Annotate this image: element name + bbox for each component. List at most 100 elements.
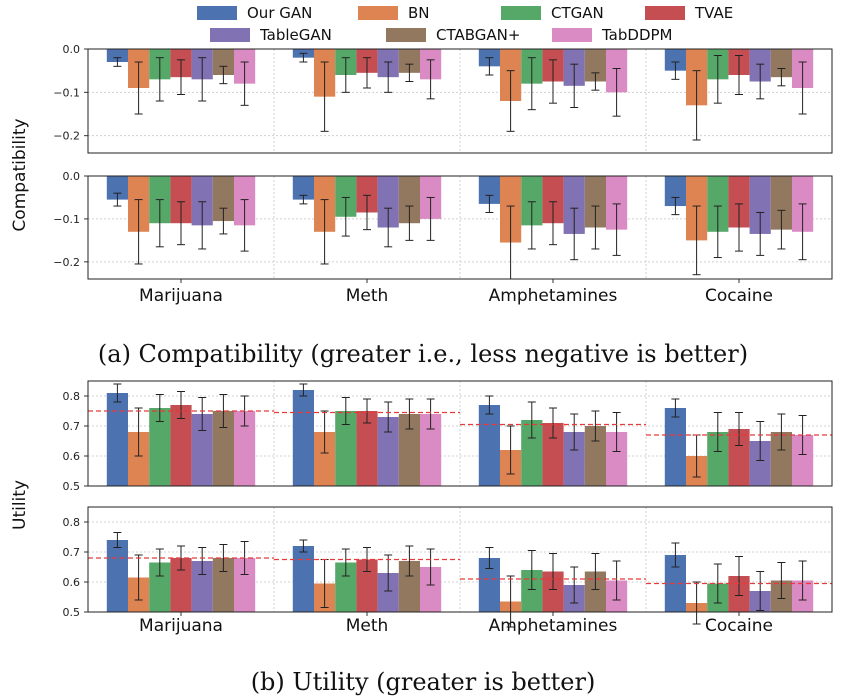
legend-label-ctgan: CTGAN [551, 4, 604, 22]
bar-tablegan-meth [377, 176, 399, 228]
errorbar-tablegan-marijuana [198, 547, 207, 575]
errorbar-our-gan-cocaine [671, 61, 680, 80]
errorbar-ctabganplus-marijuana [219, 544, 228, 572]
errorbar-tvae-amphetamines [549, 407, 557, 439]
errorbar-bn-meth [320, 410, 329, 454]
bar-ctabganplus-amphetamines [584, 426, 606, 486]
x-tick-label-marijuana: Marijuana [139, 286, 223, 306]
errorbar-ctabganplus-marijuana [219, 207, 228, 235]
axes-frame [87, 380, 833, 487]
x-tick-label-meth: Meth [346, 616, 389, 636]
bar-our-gan-marijuana [106, 176, 128, 200]
bar-tvae-cocaine [728, 429, 750, 486]
errorbar-tvae-marijuana [177, 59, 185, 95]
bar-our-gan-marijuana [106, 393, 128, 486]
legend-item-our-gan: Our GAN [197, 4, 312, 22]
bar-ctabganplus-meth [398, 176, 420, 224]
utility-bottom-panel: 0.5 0.6 0.7 0.8 Marijuana Meth Amphetamines Coc… [63, 506, 833, 636]
errorbar-ctgan-amphetamines [527, 201, 536, 250]
errorbar-our-gan-cocaine [671, 398, 680, 418]
bar-tabddpm-meth [420, 414, 442, 486]
errorbar-ctabganplus-amphetamines [591, 72, 600, 91]
bar-tvae-amphetamines [542, 176, 564, 224]
bar-tablegan-marijuana [191, 414, 213, 486]
errorbar-bn-cocaine [692, 205, 701, 276]
errorbar-bn-marijuana [134, 554, 143, 601]
bar-ctabganplus-amphetamines [584, 49, 606, 82]
errorbar-ctabganplus-meth [405, 63, 414, 82]
errorbar-bn-meth [320, 199, 329, 265]
y-tick-label: −0.1 [53, 86, 80, 99]
legend-item-ctabganplus: CTABGAN+ [386, 26, 520, 44]
errorbar-tabddpm-marijuana [240, 61, 249, 106]
errorbar-bn-meth [320, 61, 329, 132]
x-tick-label-amphetamines: Amphetamines [489, 616, 618, 636]
errorbar-bn-marijuana [134, 61, 143, 115]
errorbar-tablegan-amphetamines [570, 566, 579, 604]
errorbar-ctgan-amphetamines [527, 401, 536, 439]
errorbar-bn-amphetamines [506, 575, 515, 628]
bar-ctgan-marijuana [149, 408, 171, 486]
bar-bn-marijuana [128, 432, 150, 486]
bar-tvae-amphetamines [542, 423, 564, 486]
errorbar-our-gan-meth [299, 194, 308, 205]
errorbar-tabddpm-cocaine [798, 560, 807, 601]
bar-tvae-marijuana [170, 558, 192, 612]
errorbar-ctgan-amphetamines [527, 550, 536, 590]
bar-tablegan-marijuana [191, 561, 213, 612]
y-tick-label: 0.6 [63, 576, 81, 589]
errorbar-our-gan-cocaine [671, 196, 680, 216]
errorbar-tabddpm-meth [426, 196, 435, 241]
y-tick-label: 0.5 [63, 480, 81, 493]
legend-label-tabddpm: TabDDPM [601, 26, 672, 44]
errorbar-tablegan-meth [384, 554, 393, 592]
x-tick-label-cocaine: Cocaine [705, 616, 773, 636]
bar-our-gan-amphetamines [478, 176, 500, 204]
bar-tvae-amphetamines [542, 571, 564, 612]
errorbar-ctgan-marijuana [155, 548, 164, 577]
errorbar-tablegan-cocaine [756, 211, 765, 256]
errorbar-ctgan-meth [341, 196, 350, 237]
errorbar-tablegan-amphetamines [570, 207, 579, 261]
errorbar-our-gan-amphetamines [485, 395, 494, 415]
bar-ctabganplus-meth [398, 414, 420, 486]
errorbar-tabddpm-meth [426, 59, 435, 100]
errorbar-tablegan-amphetamines [570, 63, 579, 108]
errorbar-our-gan-meth [299, 52, 308, 63]
errorbar-our-gan-meth [299, 383, 308, 397]
bar-our-gan-marijuana [106, 540, 128, 612]
bar-ctabganplus-meth [398, 49, 420, 73]
errorbar-ctabganplus-amphetamines [591, 205, 600, 250]
bar-tabddpm-marijuana [234, 411, 256, 486]
errorbar-ctabganplus-cocaine [777, 209, 786, 250]
y-tick-label: 0.0 [63, 170, 81, 183]
bar-tablegan-amphetamines [563, 432, 585, 486]
errorbar-our-gan-marijuana [113, 532, 122, 548]
utility-top-panel: 0.5 0.6 0.7 0.8 [63, 380, 833, 493]
bar-ctgan-marijuana [149, 562, 171, 612]
errorbar-tabddpm-cocaine [798, 203, 807, 261]
legend-item-tablegan: TableGAN [210, 26, 332, 44]
bar-tabddpm-cocaine [792, 435, 814, 486]
legend-label-bn: BN [408, 4, 430, 22]
errorbar-tvae-amphetamines [549, 59, 557, 104]
x-tick-label-amphetamines: Amphetamines [489, 286, 618, 306]
bar-ctgan-cocaine [707, 176, 729, 232]
errorbar-tvae-cocaine [735, 412, 743, 446]
errorbar-bn-cocaine [692, 581, 701, 625]
bar-tabddpm-amphetamines [606, 176, 628, 230]
compatibility-top-panel: 0.0 −0.1 −0.2 [53, 43, 833, 154]
bar-ctgan-meth [335, 411, 357, 486]
errorbar-ctabganplus-amphetamines [591, 410, 600, 442]
bar-tablegan-meth [377, 417, 399, 486]
errorbar-bn-marijuana [134, 407, 143, 457]
legend-swatch-tablegan [210, 28, 250, 42]
bar-bn-meth [314, 432, 336, 486]
errorbar-tabddpm-amphetamines [612, 203, 621, 256]
bar-ctabganplus-marijuana [212, 176, 234, 222]
errorbar-tvae-meth [363, 398, 371, 424]
bar-tvae-meth [356, 559, 378, 612]
bar-tvae-meth [356, 411, 378, 486]
errorbar-tablegan-cocaine [756, 421, 765, 461]
